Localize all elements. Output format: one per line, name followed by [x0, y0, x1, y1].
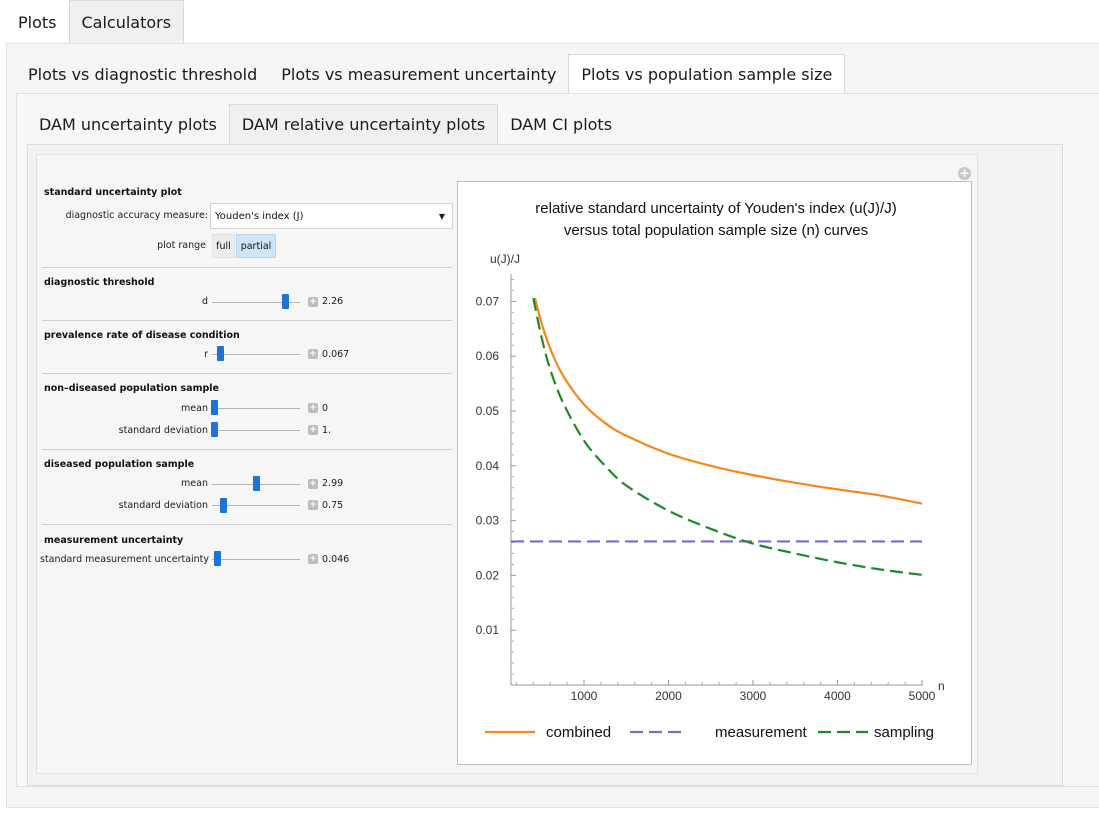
d-sd-slider-thumb[interactable] — [220, 498, 227, 513]
plus-icon[interactable]: + — [308, 349, 318, 359]
dam-select-value: Youden's index (J) — [215, 210, 304, 222]
section-non-diseased: non–diseased population sample — [44, 383, 219, 394]
plus-circle-icon[interactable]: + — [958, 166, 971, 180]
section-prevalence: prevalence rate of disease condition — [44, 330, 240, 341]
dropdown-arrow-icon: ▼ — [438, 211, 445, 221]
section-measurement-uncertainty: measurement uncertainty — [44, 535, 184, 546]
x-axis-label: n — [938, 679, 945, 693]
tab-plots[interactable]: Plots — [18, 12, 57, 32]
tab-dam-uncertainty-plots[interactable]: DAM uncertainty plots — [39, 114, 217, 134]
plot-frame: relative standard uncertainty of Youden'… — [457, 181, 972, 765]
nd-sd-slider-track[interactable] — [212, 430, 300, 431]
range-partial-button[interactable]: partial — [236, 234, 276, 258]
plots-tab-bar: Plots vs diagnostic threshold Plots vs m… — [16, 54, 846, 94]
top-tab-bar: Plots Calculators — [6, 0, 185, 44]
mu-label: standard measurement uncertainty — [40, 554, 210, 565]
d-sd-value: 0.75 — [322, 500, 344, 511]
d-slider-track[interactable] — [212, 302, 300, 303]
series-line-sampling — [532, 297, 923, 576]
nd-mean-value: 0 — [322, 403, 329, 414]
chart-title: relative standard uncertainty of Youden'… — [535, 200, 896, 217]
d-slider-thumb[interactable] — [282, 294, 289, 309]
range-full-button[interactable]: full — [212, 234, 235, 258]
tab-plots-vs-diagnostic-threshold[interactable]: Plots vs diagnostic threshold — [28, 64, 258, 84]
legend-label-sampling: sampling — [874, 724, 934, 741]
mu-slider-thumb[interactable] — [214, 551, 221, 566]
mu-value: 0.046 — [322, 554, 350, 565]
divider — [42, 320, 452, 321]
x-tick-label: 4000 — [824, 689, 851, 703]
y-tick-label: 0.03 — [476, 514, 500, 528]
d-mean-slider-thumb[interactable] — [253, 476, 260, 491]
chart-subtitle: versus total population sample size (n) … — [564, 222, 868, 239]
d-value: 2.26 — [322, 296, 344, 307]
x-tick-label: 5000 — [909, 689, 936, 703]
y-tick-label: 0.04 — [476, 459, 500, 473]
r-value: 0.067 — [322, 349, 350, 360]
r-slider-thumb[interactable] — [217, 346, 224, 361]
nd-mean-slider-thumb[interactable] — [211, 400, 218, 415]
nd-mean-slider-track[interactable] — [212, 408, 300, 409]
section-diseased: diseased population sample — [44, 459, 195, 470]
plus-icon[interactable]: + — [308, 425, 318, 435]
r-label: r — [204, 349, 208, 360]
plus-icon[interactable]: + — [308, 297, 318, 307]
divider — [42, 267, 452, 268]
plus-icon[interactable]: + — [308, 554, 318, 564]
tab-dam-relative-uncertainty-plots[interactable]: DAM relative uncertainty plots — [228, 104, 499, 144]
dam-label: diagnostic accuracy measure: — [65, 210, 208, 221]
divider — [42, 449, 452, 450]
d-sd-slider-track[interactable] — [212, 505, 300, 506]
mu-slider-track[interactable] — [212, 559, 300, 560]
section-diagnostic-threshold: diagnostic threshold — [44, 277, 155, 288]
tab-plots-vs-population-sample-size[interactable]: Plots vs population sample size — [568, 54, 846, 94]
legend-label-measurement: measurement — [715, 724, 808, 741]
nd-mean-label: mean — [181, 403, 208, 414]
divider — [42, 524, 452, 525]
d-sd-label: standard deviation — [118, 500, 208, 511]
y-tick-label: 0.07 — [476, 294, 500, 308]
tab-dam-ci-plots[interactable]: DAM CI plots — [510, 114, 613, 134]
y-axis-label: u(J)/J — [490, 252, 520, 266]
plus-icon[interactable]: + — [308, 500, 318, 510]
x-tick-label: 1000 — [571, 689, 598, 703]
tab-calculators[interactable]: Calculators — [68, 0, 185, 44]
tab-plots-vs-measurement-uncertainty[interactable]: Plots vs measurement uncertainty — [281, 64, 557, 84]
y-tick-label: 0.01 — [476, 623, 500, 637]
divider — [42, 373, 452, 374]
legend-label-combined: combined — [546, 724, 611, 741]
r-slider-track[interactable] — [212, 354, 300, 355]
nd-sd-slider-thumb[interactable] — [211, 422, 218, 437]
series-line-combined — [533, 297, 923, 505]
plot-range-label: plot range — [157, 240, 206, 251]
d-mean-label: mean — [181, 478, 208, 489]
d-mean-value: 2.99 — [322, 478, 344, 489]
plus-icon[interactable]: + — [308, 403, 318, 413]
y-tick-label: 0.06 — [476, 349, 500, 363]
y-tick-label: 0.02 — [476, 568, 500, 582]
section-standard-uncertainty-plot: standard uncertainty plot — [44, 187, 182, 198]
dam-select[interactable]: Youden's index (J) ▼ — [210, 203, 453, 229]
y-tick-label: 0.05 — [476, 404, 500, 418]
x-tick-label: 3000 — [740, 689, 767, 703]
chart-svg: relative standard uncertainty of Youden'… — [476, 200, 945, 741]
nd-sd-label: standard deviation — [118, 425, 208, 436]
x-tick-label: 2000 — [655, 689, 682, 703]
nd-sd-value: 1. — [322, 425, 332, 436]
dam-tab-bar: DAM uncertainty plots DAM relative uncer… — [27, 104, 624, 144]
plus-icon[interactable]: + — [308, 479, 318, 489]
d-label: d — [201, 296, 208, 307]
